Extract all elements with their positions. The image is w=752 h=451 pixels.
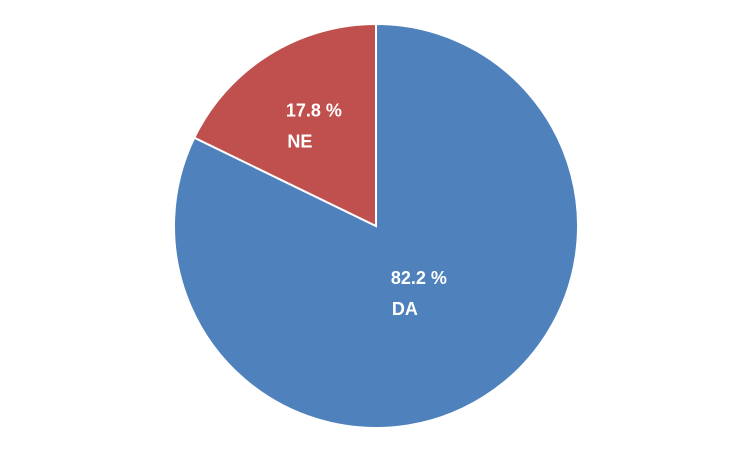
category-label: DA <box>392 299 418 319</box>
value-label: 17.8 % <box>286 100 342 120</box>
value-label: 82.2 % <box>391 268 447 288</box>
category-label: NE <box>287 131 312 151</box>
pie-slice <box>192 22 377 228</box>
